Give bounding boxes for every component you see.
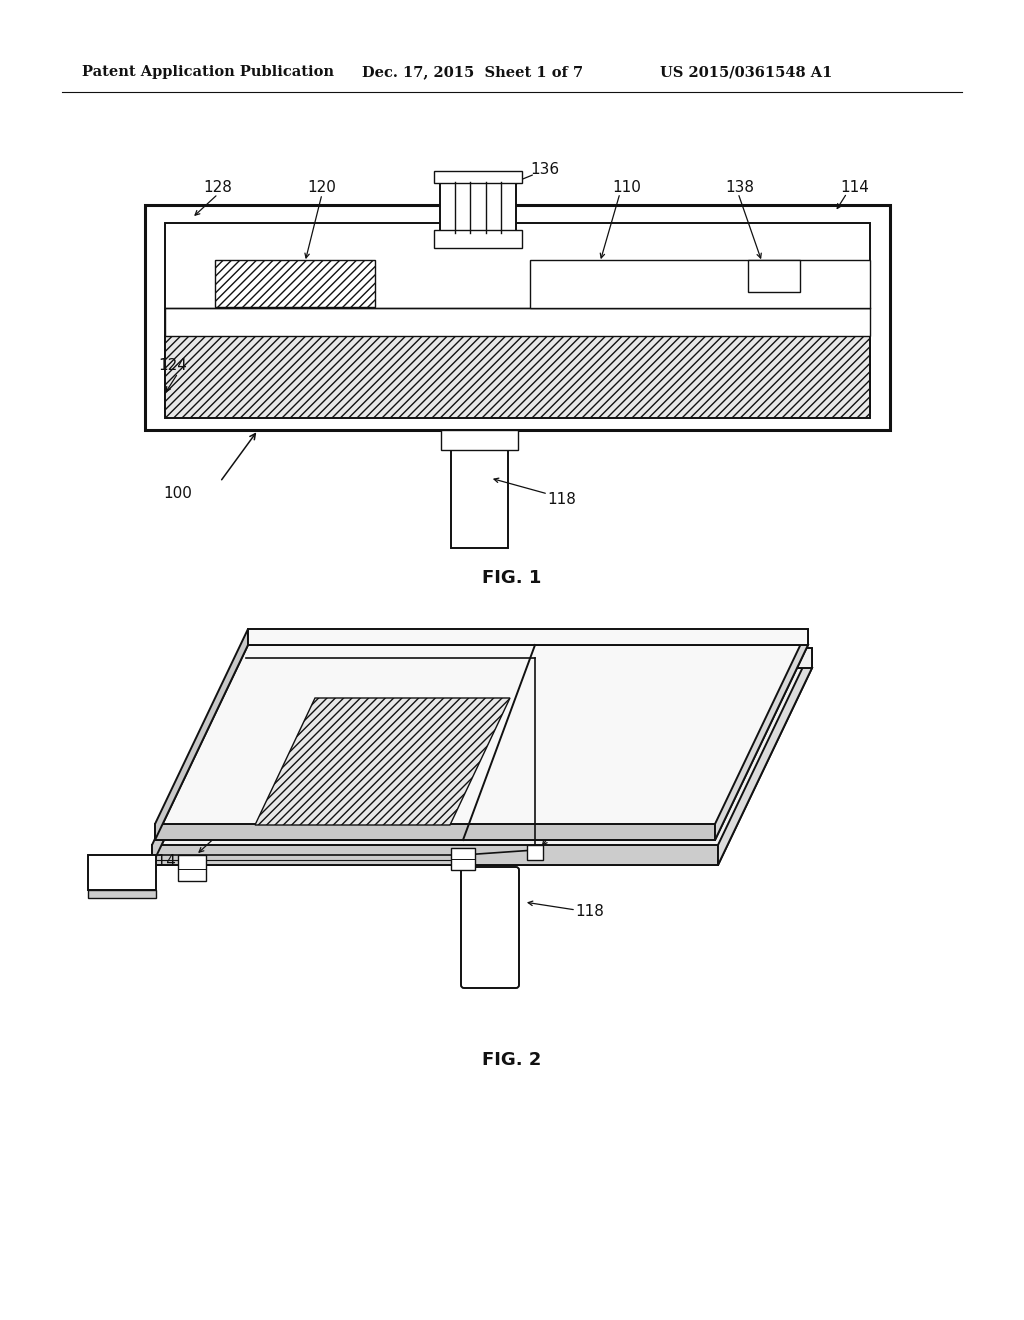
Text: 128: 128 xyxy=(374,631,402,645)
Text: 138: 138 xyxy=(582,780,610,796)
Text: 118: 118 xyxy=(575,904,604,920)
Text: FIG. 1: FIG. 1 xyxy=(482,569,542,587)
Text: 136: 136 xyxy=(530,162,559,177)
Bar xyxy=(440,178,516,238)
Bar xyxy=(215,260,375,308)
Text: US 2015/0361548 A1: US 2015/0361548 A1 xyxy=(660,65,833,79)
Bar xyxy=(165,308,870,337)
Polygon shape xyxy=(155,824,715,840)
Text: 118: 118 xyxy=(548,492,577,507)
Text: 138: 138 xyxy=(725,181,755,195)
Bar xyxy=(451,430,508,548)
Polygon shape xyxy=(155,645,808,840)
Bar xyxy=(178,855,206,880)
Polygon shape xyxy=(155,630,248,840)
Polygon shape xyxy=(152,845,718,865)
Bar xyxy=(434,230,522,248)
Text: FIG. 2: FIG. 2 xyxy=(482,1051,542,1069)
Text: 124: 124 xyxy=(159,358,187,372)
Polygon shape xyxy=(152,648,246,865)
Bar xyxy=(530,260,870,308)
Text: Dec. 17, 2015  Sheet 1 of 7: Dec. 17, 2015 Sheet 1 of 7 xyxy=(362,65,583,79)
Bar xyxy=(88,890,156,898)
Text: 210: 210 xyxy=(462,710,490,726)
Polygon shape xyxy=(246,648,812,668)
Text: 210: 210 xyxy=(248,783,276,797)
Text: Patent Application Publication: Patent Application Publication xyxy=(82,65,334,79)
Text: 128: 128 xyxy=(204,181,232,195)
Bar xyxy=(165,335,870,418)
Text: 124: 124 xyxy=(728,632,758,648)
Polygon shape xyxy=(718,648,812,865)
Polygon shape xyxy=(715,630,808,840)
Text: 120: 120 xyxy=(307,181,337,195)
Bar xyxy=(441,430,518,450)
Bar xyxy=(434,172,522,183)
Text: 110: 110 xyxy=(612,181,641,195)
Polygon shape xyxy=(152,668,812,865)
Bar xyxy=(748,260,800,292)
Bar xyxy=(527,845,543,861)
Bar xyxy=(88,855,156,890)
Bar xyxy=(165,223,870,412)
FancyBboxPatch shape xyxy=(461,867,519,987)
Bar xyxy=(451,847,475,870)
Polygon shape xyxy=(248,630,808,645)
Text: 120: 120 xyxy=(248,693,276,708)
Bar xyxy=(145,205,890,430)
Polygon shape xyxy=(255,698,510,825)
Text: 114: 114 xyxy=(147,854,176,870)
Text: 100: 100 xyxy=(164,487,193,502)
Text: 114: 114 xyxy=(841,181,869,195)
